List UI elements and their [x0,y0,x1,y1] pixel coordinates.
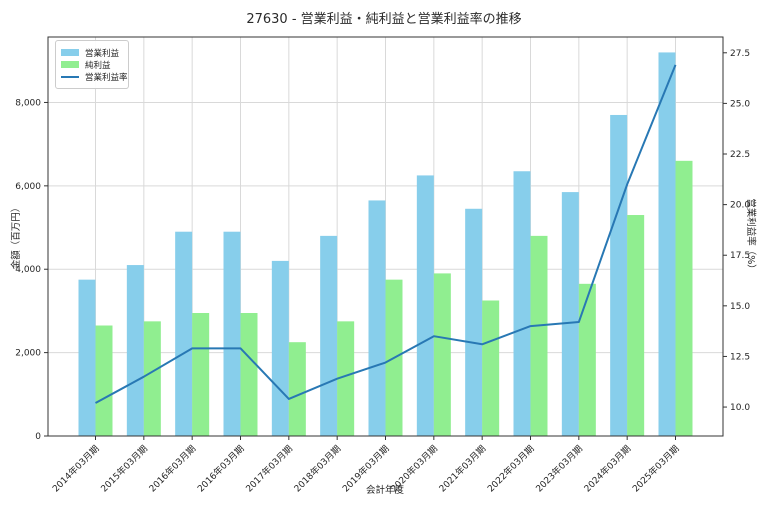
x-tick-label: 2021年03月期 [436,443,488,495]
x-tick-label: 2017年03月期 [243,443,295,495]
net-profit-bar-5 [337,321,355,436]
x-tick-label: 2016年03月期 [146,443,198,495]
net-profit-bar-0 [95,325,113,436]
operating-profit-bar-5 [320,235,338,436]
x-tick-label: 2024年03月期 [581,443,633,495]
legend-item-net-profit: 純利益 [61,59,122,71]
operating-profit-bar-9 [513,171,531,436]
x-tick-label: 2015年03月期 [98,443,150,495]
net-profit-bar-3 [240,313,258,436]
x-tick-label: 2018年03月期 [291,443,343,495]
net-profit-bar-4 [288,342,306,436]
operating-profit-bar-1 [126,265,144,436]
operating-margin-line-swatch [61,75,79,78]
x-tick-label: 2023年03月期 [533,443,585,495]
legend-item-operating-profit: 営業利益 [61,47,122,59]
y-axis-label-right: 営業利益率（%） [745,198,756,274]
x-tick-label: 2025年03月期 [630,443,682,495]
x-tick-label: 2016年03月期 [195,443,247,495]
y-tick-label-left: 0 [35,432,41,442]
legend-item-operating-margin: 営業利益率 [61,71,128,83]
net-profit-swatch [61,61,79,68]
y-tick-label-right: 22.5 [730,150,750,160]
y-tick-label-right: 17.5 [730,251,750,261]
operating-profit-swatch [61,49,79,56]
net-profit-bar-9 [530,235,548,436]
operating-profit-bar-11 [610,114,628,436]
y-tick-label-right: 12.5 [730,352,750,362]
net-profit-bar-10 [578,283,596,436]
net-profit-bar-7 [433,273,451,436]
operating-profit-bar-10 [561,192,579,436]
y-tick-label-right: 25.0 [730,99,750,109]
chart-title: 27630 - 営業利益・純利益と営業利益率の推移 [246,12,522,27]
x-tick-label: 2014年03月期 [50,443,102,495]
net-profit-bar-1 [143,321,161,436]
y-tick-label-left: 6,000 [15,182,41,192]
legend-label: 営業利益率 [85,72,128,83]
y-axis-label-left: 金額（百万円） [11,202,22,270]
y-tick-label-right: 27.5 [730,49,750,59]
y-tick-label-right: 15.0 [730,302,750,312]
operating-margin-line [95,64,677,404]
x-axis-label: 会計年度 [365,485,405,496]
operating-profit-bar-0 [78,279,96,436]
y-tick-label-left: 2,000 [15,349,41,359]
legend: 営業利益 純利益 営業利益率 [55,40,129,89]
y-tick-label-left: 8,000 [15,98,41,108]
y-tick-label-left: 4,000 [15,265,41,275]
legend-label: 営業利益 [85,48,120,59]
operating-profit-bar-8 [465,208,483,436]
operating-profit-bar-12 [658,52,676,436]
operating-profit-bar-7 [416,175,434,437]
legend-label: 純利益 [85,60,111,71]
operating-profit-bar-3 [223,231,241,436]
y-tick-label-right: 10.0 [730,403,750,413]
y-tick-label-right: 20.0 [730,201,750,211]
net-profit-bar-12 [675,160,693,437]
net-profit-bar-11 [627,215,645,436]
operating-profit-bar-2 [175,231,193,436]
net-profit-bar-8 [482,300,500,436]
operating-profit-bar-6 [368,200,386,436]
x-tick-label: 2022年03月期 [485,443,537,495]
net-profit-bar-2 [192,313,210,436]
operating-profit-bar-4 [271,260,289,436]
